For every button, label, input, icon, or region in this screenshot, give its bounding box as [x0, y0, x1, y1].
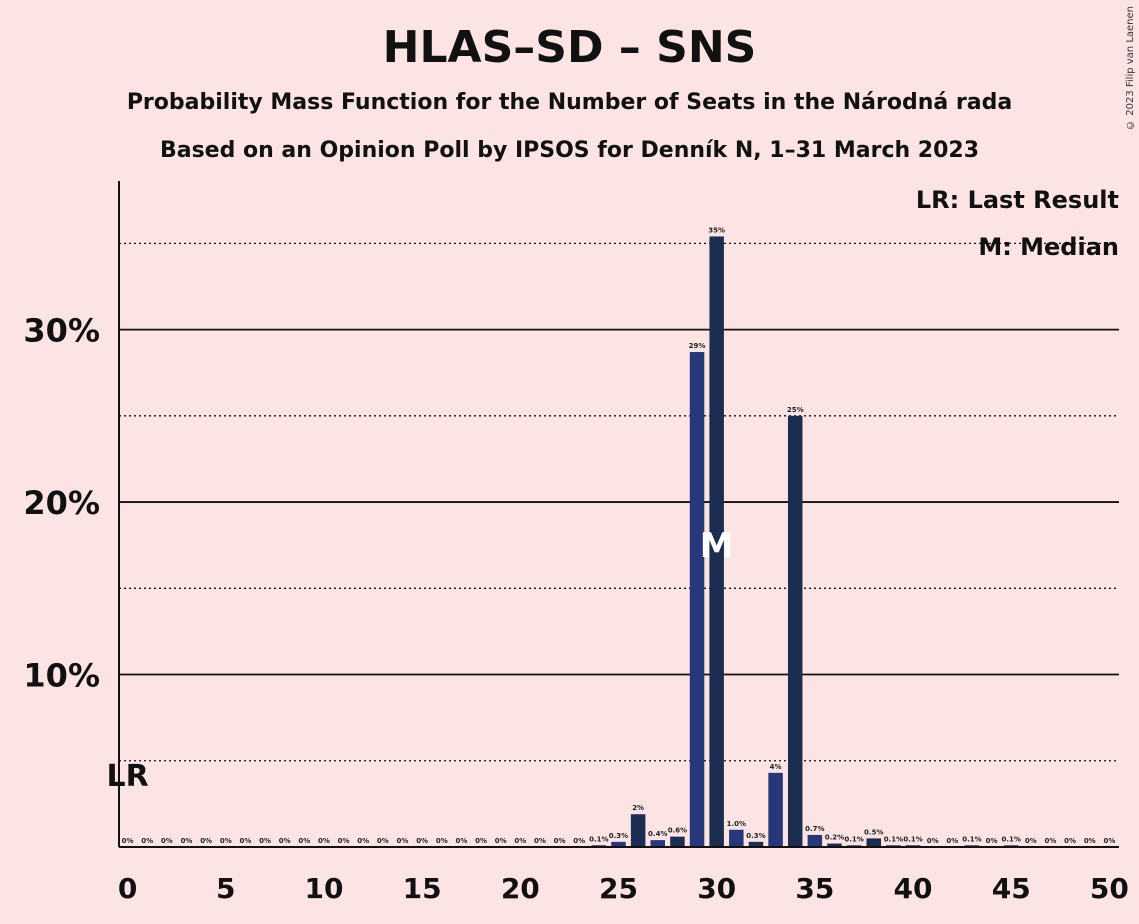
- data-label-seat-2: 0%: [161, 837, 173, 845]
- bar-seat-29: [689, 352, 705, 847]
- data-label-seat-36: 0.2%: [825, 834, 844, 842]
- data-label-seat-7: 0%: [259, 837, 271, 845]
- data-label-seat-10: 0%: [318, 837, 330, 845]
- markers: LR M: [106, 526, 733, 794]
- data-label-seat-42: 0%: [946, 837, 958, 845]
- bar-seat-35: [807, 834, 823, 847]
- data-label-seat-27: 0.4%: [648, 830, 667, 838]
- bar-seat-27: [650, 840, 666, 847]
- data-label-seat-46: 0%: [1025, 837, 1037, 845]
- bar-seat-32: [748, 841, 764, 847]
- bar-seat-26: [630, 814, 646, 847]
- grid-lines: [119, 242, 1119, 762]
- bar-seat-36: [827, 843, 842, 847]
- x-tick-label: 25: [599, 872, 638, 905]
- data-label-seat-37: 0.1%: [844, 835, 863, 843]
- y-tick-label: 30%: [23, 312, 100, 350]
- data-label-seat-1: 0%: [141, 837, 153, 845]
- data-label-seat-48: 0%: [1064, 837, 1076, 845]
- legend-median: M: Median: [978, 233, 1119, 261]
- data-label-seat-47: 0%: [1045, 837, 1057, 845]
- data-label-seat-21: 0%: [534, 837, 546, 845]
- data-labels: 0% 0% 0% 0% 0% 0% 0% 0% 0% 0% 0% 0% 0% 0% 0% 0% 0% 0% 0% 0%…: [122, 226, 1116, 845]
- data-label-seat-50: 0%: [1103, 837, 1115, 845]
- data-label-seat-6: 0%: [239, 837, 251, 845]
- data-label-seat-4: 0%: [200, 837, 212, 845]
- data-label-seat-22: 0%: [554, 837, 566, 845]
- chart-subtitle-poll: Based on an Opinion Poll by IPSOS for De…: [159, 138, 980, 163]
- x-tick-label: 15: [403, 872, 442, 905]
- x-tick-label: 40: [894, 872, 933, 905]
- legend-last-result: LR: Last Result: [915, 186, 1119, 214]
- data-label-seat-12: 0%: [357, 837, 369, 845]
- bars: [591, 236, 1019, 847]
- x-tick-label: 0: [118, 872, 137, 905]
- x-tick-label: 30: [697, 872, 736, 905]
- chart-subtitle: Probability Mass Function for the Number…: [126, 90, 1013, 115]
- median-marker: M: [700, 526, 734, 566]
- bar-seat-33: [768, 772, 783, 847]
- data-label-seat-16: 0%: [436, 837, 448, 845]
- data-label-seat-34: 25%: [787, 406, 804, 414]
- data-label-seat-13: 0%: [377, 837, 389, 845]
- data-label-seat-44: 0%: [986, 837, 998, 845]
- axes: 10% 20% 30% 0 5 10 15 20 25 30 35 40 45 50: [23, 181, 1129, 905]
- x-tick-label: 5: [216, 872, 235, 905]
- x-tick-label: 10: [304, 872, 343, 905]
- last-result-marker: LR: [106, 759, 148, 794]
- data-label-seat-20: 0%: [514, 837, 526, 845]
- data-label-seat-39: 0.1%: [884, 835, 903, 843]
- data-label-seat-15: 0%: [416, 837, 428, 845]
- bar-seat-28: [670, 836, 685, 847]
- data-label-seat-19: 0%: [495, 837, 507, 845]
- data-label-seat-11: 0%: [338, 837, 350, 845]
- data-label-seat-3: 0%: [181, 837, 193, 845]
- data-label-seat-24: 0.1%: [589, 835, 608, 843]
- data-label-seat-5: 0%: [220, 837, 232, 845]
- data-label-seat-0: 0%: [122, 837, 134, 845]
- data-label-seat-38: 0.5%: [864, 828, 883, 836]
- x-tick-label: 35: [795, 872, 834, 905]
- bar-seat-30: [709, 236, 724, 847]
- y-tick-label: 20%: [23, 484, 100, 522]
- x-tick-label: 50: [1090, 872, 1129, 905]
- data-label-seat-31: 1.0%: [727, 820, 746, 828]
- y-tick-label: 10%: [23, 657, 100, 695]
- data-label-seat-14: 0%: [397, 837, 409, 845]
- bar-seat-31: [729, 829, 744, 847]
- data-label-seat-33: 4%: [770, 763, 782, 771]
- data-label-seat-43: 0.1%: [962, 835, 981, 843]
- data-label-seat-41: 0%: [927, 837, 939, 845]
- x-tick-label: 45: [992, 872, 1031, 905]
- data-label-seat-30: 35%: [708, 226, 725, 234]
- bar-seat-34: [787, 415, 803, 847]
- chart-title: HLAS–SD – SNS: [382, 22, 757, 73]
- x-tick-label: 20: [501, 872, 540, 905]
- bar-seat-38: [866, 838, 882, 847]
- data-label-seat-40: 0.1%: [903, 835, 922, 843]
- data-label-seat-35: 0.7%: [805, 825, 824, 833]
- data-label-seat-17: 0%: [455, 837, 467, 845]
- data-label-seat-23: 0%: [573, 837, 585, 845]
- data-label-seat-18: 0%: [475, 837, 487, 845]
- data-label-seat-49: 0%: [1084, 837, 1096, 845]
- data-label-seat-8: 0%: [279, 837, 291, 845]
- bar-seat-25: [611, 841, 626, 847]
- data-label-seat-29: 29%: [689, 342, 706, 350]
- data-label-seat-25: 0.3%: [609, 832, 628, 840]
- data-label-seat-45: 0.1%: [1002, 835, 1021, 843]
- data-label-seat-28: 0.6%: [668, 827, 687, 835]
- data-label-seat-9: 0%: [298, 837, 310, 845]
- data-label-seat-26: 2%: [632, 804, 644, 812]
- data-label-seat-32: 0.3%: [746, 832, 765, 840]
